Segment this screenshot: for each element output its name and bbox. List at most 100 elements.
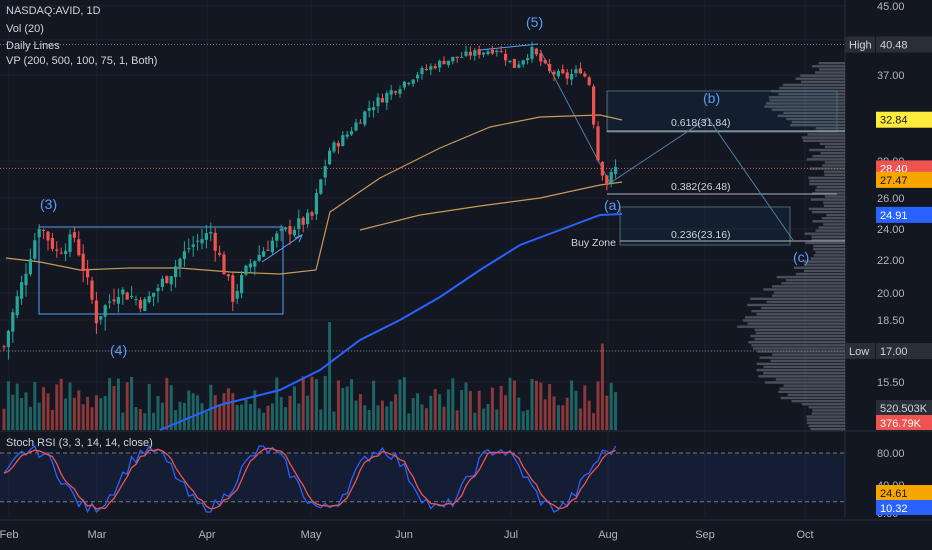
candle-body <box>50 237 54 249</box>
candle-body <box>94 300 98 324</box>
candle-body <box>112 299 116 302</box>
vp-row <box>815 189 845 192</box>
legend-volume-profile[interactable]: VP (200, 500, 100, 75, 1, Both) <box>6 55 158 67</box>
vp-row <box>795 272 845 276</box>
volume-bar <box>517 397 521 430</box>
vp-row <box>803 139 845 142</box>
vp-row <box>786 117 845 121</box>
volume-tag: 376.79K <box>880 418 922 430</box>
vp-row <box>824 161 845 164</box>
candle-body <box>147 296 151 303</box>
candle-body <box>407 82 411 84</box>
candle-body <box>244 265 248 275</box>
candle-body <box>446 60 450 65</box>
volume-bar <box>402 377 406 430</box>
volume-bar <box>244 399 248 430</box>
vp-row <box>823 204 845 207</box>
vp-row <box>763 372 845 375</box>
volume-bar <box>394 394 398 430</box>
time-axis: Feb Mar Apr May Jun Jul Aug Sep Oct <box>0 529 814 541</box>
candle-body <box>455 56 459 58</box>
price-tag: 24.91 <box>880 210 908 222</box>
time-tick-label: Jul <box>504 529 518 541</box>
buy-zone-label: Buy Zone <box>571 237 616 249</box>
candle-body <box>28 259 32 275</box>
candle-body <box>328 150 332 165</box>
candle-body <box>204 233 208 240</box>
volume-bar <box>592 413 596 430</box>
candle-body <box>160 278 164 288</box>
volume-bar <box>460 390 464 430</box>
candle-body <box>90 280 94 300</box>
volume-bar <box>257 408 261 430</box>
volume-bar <box>587 400 591 430</box>
vp-row <box>806 418 845 421</box>
candle-body <box>341 135 345 147</box>
candle-body <box>363 111 367 125</box>
volume-bar <box>218 404 222 430</box>
vp-row <box>769 99 845 102</box>
volume-bar <box>99 398 103 430</box>
volume-bar <box>116 378 120 430</box>
volume-bar <box>354 400 358 430</box>
volume-bar <box>160 402 164 430</box>
volume-bar <box>336 380 340 430</box>
volume-bar <box>200 403 204 430</box>
candle-body <box>187 248 191 250</box>
candle-body <box>68 234 72 252</box>
wave-projection-path <box>539 49 794 241</box>
volume-bar <box>191 393 195 430</box>
legend-symbol[interactable]: NASDAQ:AVID, 1D <box>6 5 101 17</box>
candle-body <box>253 261 257 267</box>
volume-bar <box>512 380 516 430</box>
volume-bar <box>169 385 173 430</box>
vp-row <box>808 207 845 211</box>
vp-row <box>812 65 845 68</box>
volume-bar <box>125 382 129 430</box>
candle-body <box>81 253 85 272</box>
vp-row <box>801 403 845 406</box>
candle-body <box>134 299 138 301</box>
candle-body <box>165 276 169 284</box>
vp-row <box>822 164 845 167</box>
candle-body <box>592 86 596 125</box>
legend-volume[interactable]: Vol (20) <box>6 23 44 35</box>
candle-body <box>486 51 490 55</box>
vp-row <box>818 226 845 229</box>
grid-lines <box>0 0 932 521</box>
volume-bar <box>231 393 235 430</box>
vp-row <box>777 114 845 118</box>
price-tag-bg <box>876 343 932 359</box>
volume-bar <box>442 406 446 430</box>
volume-bar <box>314 379 318 430</box>
volume-bar <box>301 376 305 430</box>
legend-daily-lines[interactable]: Daily Lines <box>6 40 60 52</box>
volume-bar <box>495 409 499 430</box>
vp-row <box>752 347 845 350</box>
candle-body <box>15 296 19 316</box>
vp-row <box>813 248 845 251</box>
vp-row <box>770 359 845 362</box>
volume-bar <box>103 396 107 430</box>
vp-row <box>808 424 845 428</box>
volume-bar <box>72 397 76 430</box>
vp-row <box>812 409 845 412</box>
volume-bar <box>477 390 481 430</box>
vp-row <box>810 257 845 260</box>
legend-stoch-rsi[interactable]: Stoch RSI (3, 3, 14, 14, close) <box>6 437 153 449</box>
vp-row <box>737 325 845 328</box>
volume-bar <box>235 404 239 430</box>
candle-body <box>77 239 81 256</box>
vp-row <box>809 167 845 170</box>
vp-row <box>757 350 845 353</box>
vp-row <box>795 77 845 80</box>
volume-bar <box>130 376 134 430</box>
candle-body <box>262 251 266 257</box>
volume-bar <box>574 390 578 430</box>
price-tick-label: 22.00 <box>877 255 905 267</box>
vp-row <box>755 331 845 335</box>
vp-row <box>818 62 845 65</box>
vp-row <box>812 192 845 195</box>
volume-bar <box>552 396 556 430</box>
candle-body <box>561 69 565 74</box>
